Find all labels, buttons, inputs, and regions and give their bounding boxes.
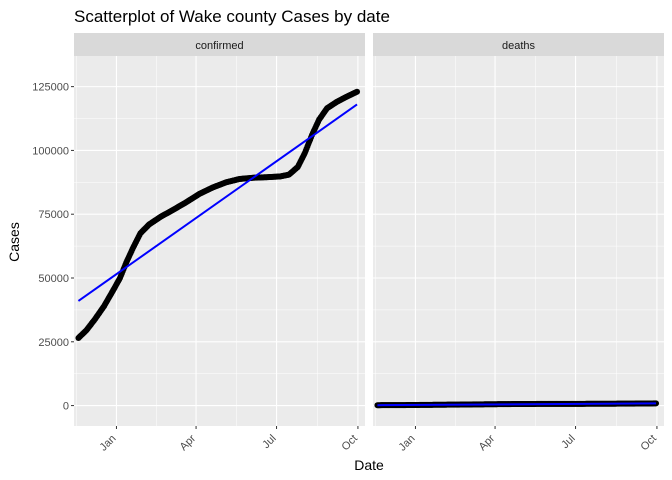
data-point bbox=[354, 88, 361, 95]
y-tick-label: 50000 bbox=[38, 273, 69, 285]
facet-strip bbox=[373, 33, 664, 56]
x-tick-label: Apr bbox=[178, 432, 199, 453]
y-tick-label: 75000 bbox=[38, 209, 69, 221]
y-tick-label: 25000 bbox=[38, 337, 69, 349]
trend-line bbox=[377, 402, 657, 407]
panel-background bbox=[373, 56, 664, 426]
y-axis-title: Cases bbox=[6, 222, 22, 262]
x-tick-label: Oct bbox=[339, 433, 360, 454]
facet-strip bbox=[74, 33, 365, 56]
x-tick-label: Jan bbox=[397, 433, 418, 454]
facet-strip-label: confirmed bbox=[195, 40, 243, 52]
chart-title: Scatterplot of Wake county Cases by date bbox=[74, 7, 390, 26]
facet-strip-label: deaths bbox=[502, 40, 536, 52]
x-axis-title: Date bbox=[354, 457, 384, 473]
points-confirmed bbox=[75, 88, 361, 341]
y-tick-label: 0 bbox=[63, 401, 69, 413]
trend-line bbox=[77, 103, 358, 302]
facet-panel-deaths: deaths Jan Apr Jul Oct bbox=[373, 33, 664, 454]
y-tick-label: 100000 bbox=[32, 145, 69, 157]
x-tick-label: Oct bbox=[638, 433, 659, 454]
plot-area: 0 25000 50000 75000 100000 125000 confirmed Jan… bbox=[32, 33, 664, 454]
x-tick-label: Jul bbox=[260, 433, 278, 451]
x-tick-label: Jul bbox=[559, 433, 577, 451]
y-tick-label: 125000 bbox=[32, 82, 69, 94]
x-tick-label: Apr bbox=[477, 432, 498, 453]
x-tick-label: Jan bbox=[98, 433, 119, 454]
facet-panel-confirmed: confirmed Jan Apr Jul Oct bbox=[74, 33, 365, 454]
panel-background bbox=[74, 56, 365, 426]
